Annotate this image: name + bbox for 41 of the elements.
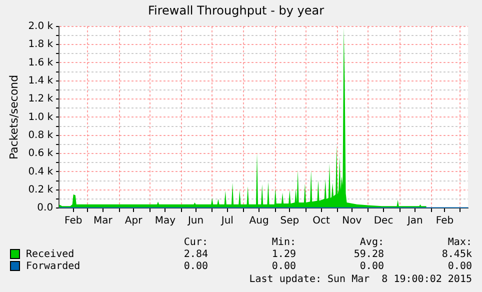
chart-title: Firewall Throughput - by year: [148, 3, 324, 18]
text: Last update: Sun Mar 8 19:00:02 2015: [248, 274, 472, 285]
text: 0.00: [446, 260, 472, 272]
x-tick-label: Sep: [280, 216, 300, 227]
text: 2.84: [182, 248, 208, 260]
y-axis-title: Packets/second: [7, 74, 20, 160]
y-tick-label: 1.6 k: [28, 57, 54, 68]
y-tick-label: 0.4 k: [28, 166, 54, 178]
text: 0.00: [270, 260, 296, 272]
x-tick-label: Feb: [64, 216, 82, 227]
y-tick-label: 0.2 k: [28, 184, 54, 196]
text: Min:: [270, 236, 296, 248]
x-tick-label: Jan: [406, 216, 423, 227]
x-tick-label: Oct: [312, 216, 330, 227]
x-tick-label: Mar: [94, 216, 114, 227]
y-tick-label: 1.4 k: [28, 75, 54, 86]
text: Max:: [446, 236, 472, 248]
x-tick-label: Jun: [186, 216, 204, 227]
text: Avg:: [358, 236, 384, 248]
y-tick-label: 1.0 k: [28, 112, 54, 123]
text: 59.28: [352, 248, 384, 260]
text: 8.45k: [440, 248, 472, 260]
x-tick-label: May: [154, 216, 176, 227]
x-tick-label: Jul: [220, 216, 234, 227]
text: 1.29: [270, 248, 296, 260]
y-tick-label: 0.8 k: [28, 130, 54, 141]
x-tick-label: Apr: [124, 216, 144, 227]
text: Cur:: [182, 236, 208, 248]
y-tick-label: 1.8 k: [28, 39, 54, 50]
legend-label: Forwarded: [26, 260, 80, 272]
y-tick-label: 1.2 k: [28, 94, 54, 105]
x-tick-label: Feb: [436, 216, 454, 227]
x-tick-label: Nov: [342, 216, 362, 227]
x-tick-label: Dec: [374, 216, 394, 227]
y-tick-label: 0.6 k: [28, 148, 54, 160]
text: 0.00: [182, 260, 208, 272]
y-tick-label: 0.0: [37, 202, 54, 214]
legend-label: Received: [26, 248, 74, 260]
text: 0.00: [358, 260, 384, 272]
x-tick-label: Aug: [249, 216, 269, 227]
y-tick-label: 2.0 k: [28, 20, 54, 32]
